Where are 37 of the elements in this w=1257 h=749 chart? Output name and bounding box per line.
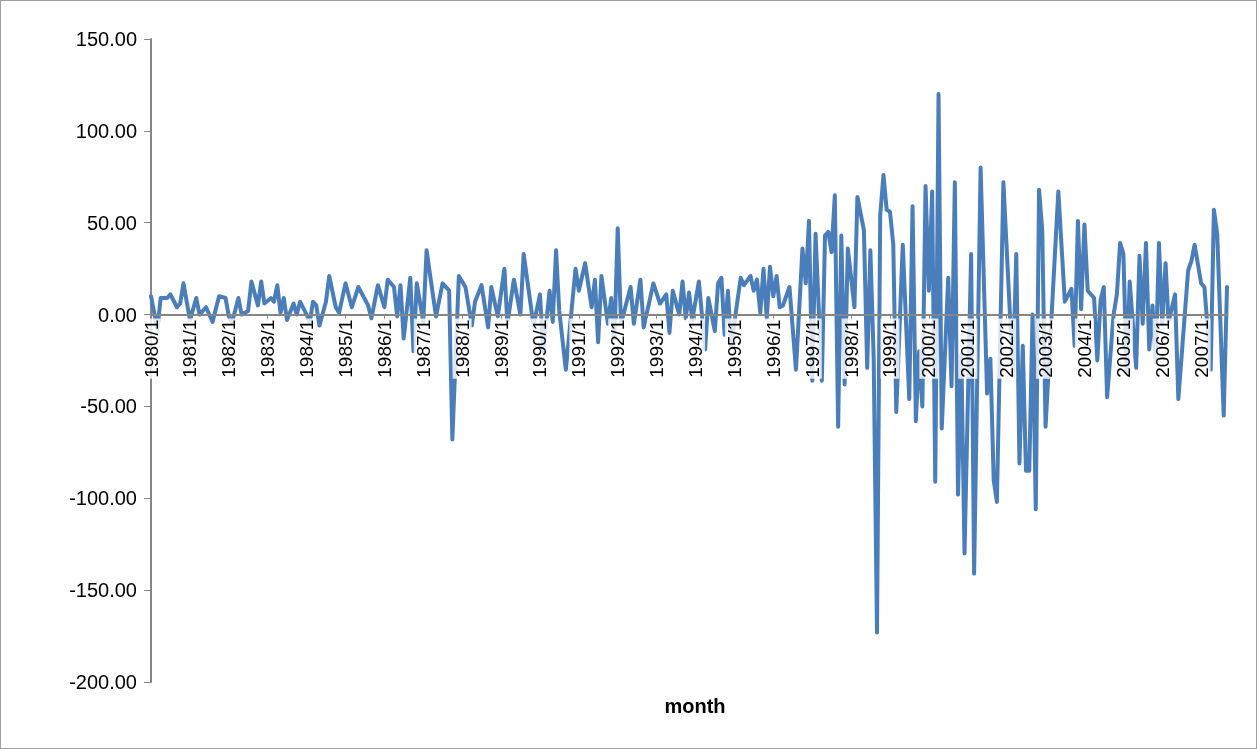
- x-tick-label: 2001/1: [957, 319, 979, 378]
- x-tick-label: 2003/1: [1035, 319, 1057, 378]
- x-tick-label: 1986/1: [373, 319, 395, 378]
- x-tick-label: 1988/1: [451, 319, 473, 378]
- y-tick-label: -150.00: [69, 579, 137, 602]
- y-tick-label: 0.00: [98, 303, 137, 326]
- x-tick-label: 2005/1: [1112, 319, 1134, 378]
- x-tick-label: 2000/1: [918, 319, 940, 378]
- x-tick-label: 1992/1: [607, 319, 629, 378]
- x-tick-label: 1991/1: [568, 319, 590, 378]
- x-tick-label: 2006/1: [1151, 319, 1173, 378]
- y-tick-label: -100.00: [69, 487, 137, 510]
- x-tick-label: 1983/1: [257, 319, 279, 378]
- x-tick-label: 1996/1: [762, 319, 784, 378]
- x-tick-label: 1982/1: [218, 319, 240, 378]
- x-tick-label: 1997/1: [801, 319, 823, 378]
- y-tick-label: -200.00: [69, 671, 137, 693]
- x-tick-label: 2002/1: [996, 319, 1018, 378]
- x-tick-label: 1999/1: [879, 319, 901, 378]
- x-tick-label: 1980/1: [140, 319, 162, 378]
- x-tick-label: 1994/1: [685, 319, 707, 378]
- y-tick-label: -50.00: [80, 395, 137, 418]
- x-tick-label: 1981/1: [179, 319, 201, 378]
- x-tick-label: 2004/1: [1073, 319, 1095, 378]
- x-tick-label: 1984/1: [296, 319, 318, 378]
- x-tick-label: 1995/1: [723, 319, 745, 378]
- x-tick-label: 1987/1: [412, 319, 434, 378]
- x-tick-label: 1993/1: [646, 319, 668, 378]
- x-tick-label: 1998/1: [840, 319, 862, 378]
- y-tick-label: 50.00: [86, 211, 137, 234]
- x-tick-label: 1990/1: [529, 319, 551, 378]
- x-tick-label: 1989/1: [490, 319, 512, 378]
- x-axis-title: month: [664, 695, 726, 717]
- y-tick-label: 100.00: [75, 119, 137, 142]
- y-tick-label: 150.00: [75, 28, 137, 50]
- x-tick-label: 1985/1: [335, 319, 357, 378]
- x-tick-label: 2007/1: [1190, 319, 1212, 378]
